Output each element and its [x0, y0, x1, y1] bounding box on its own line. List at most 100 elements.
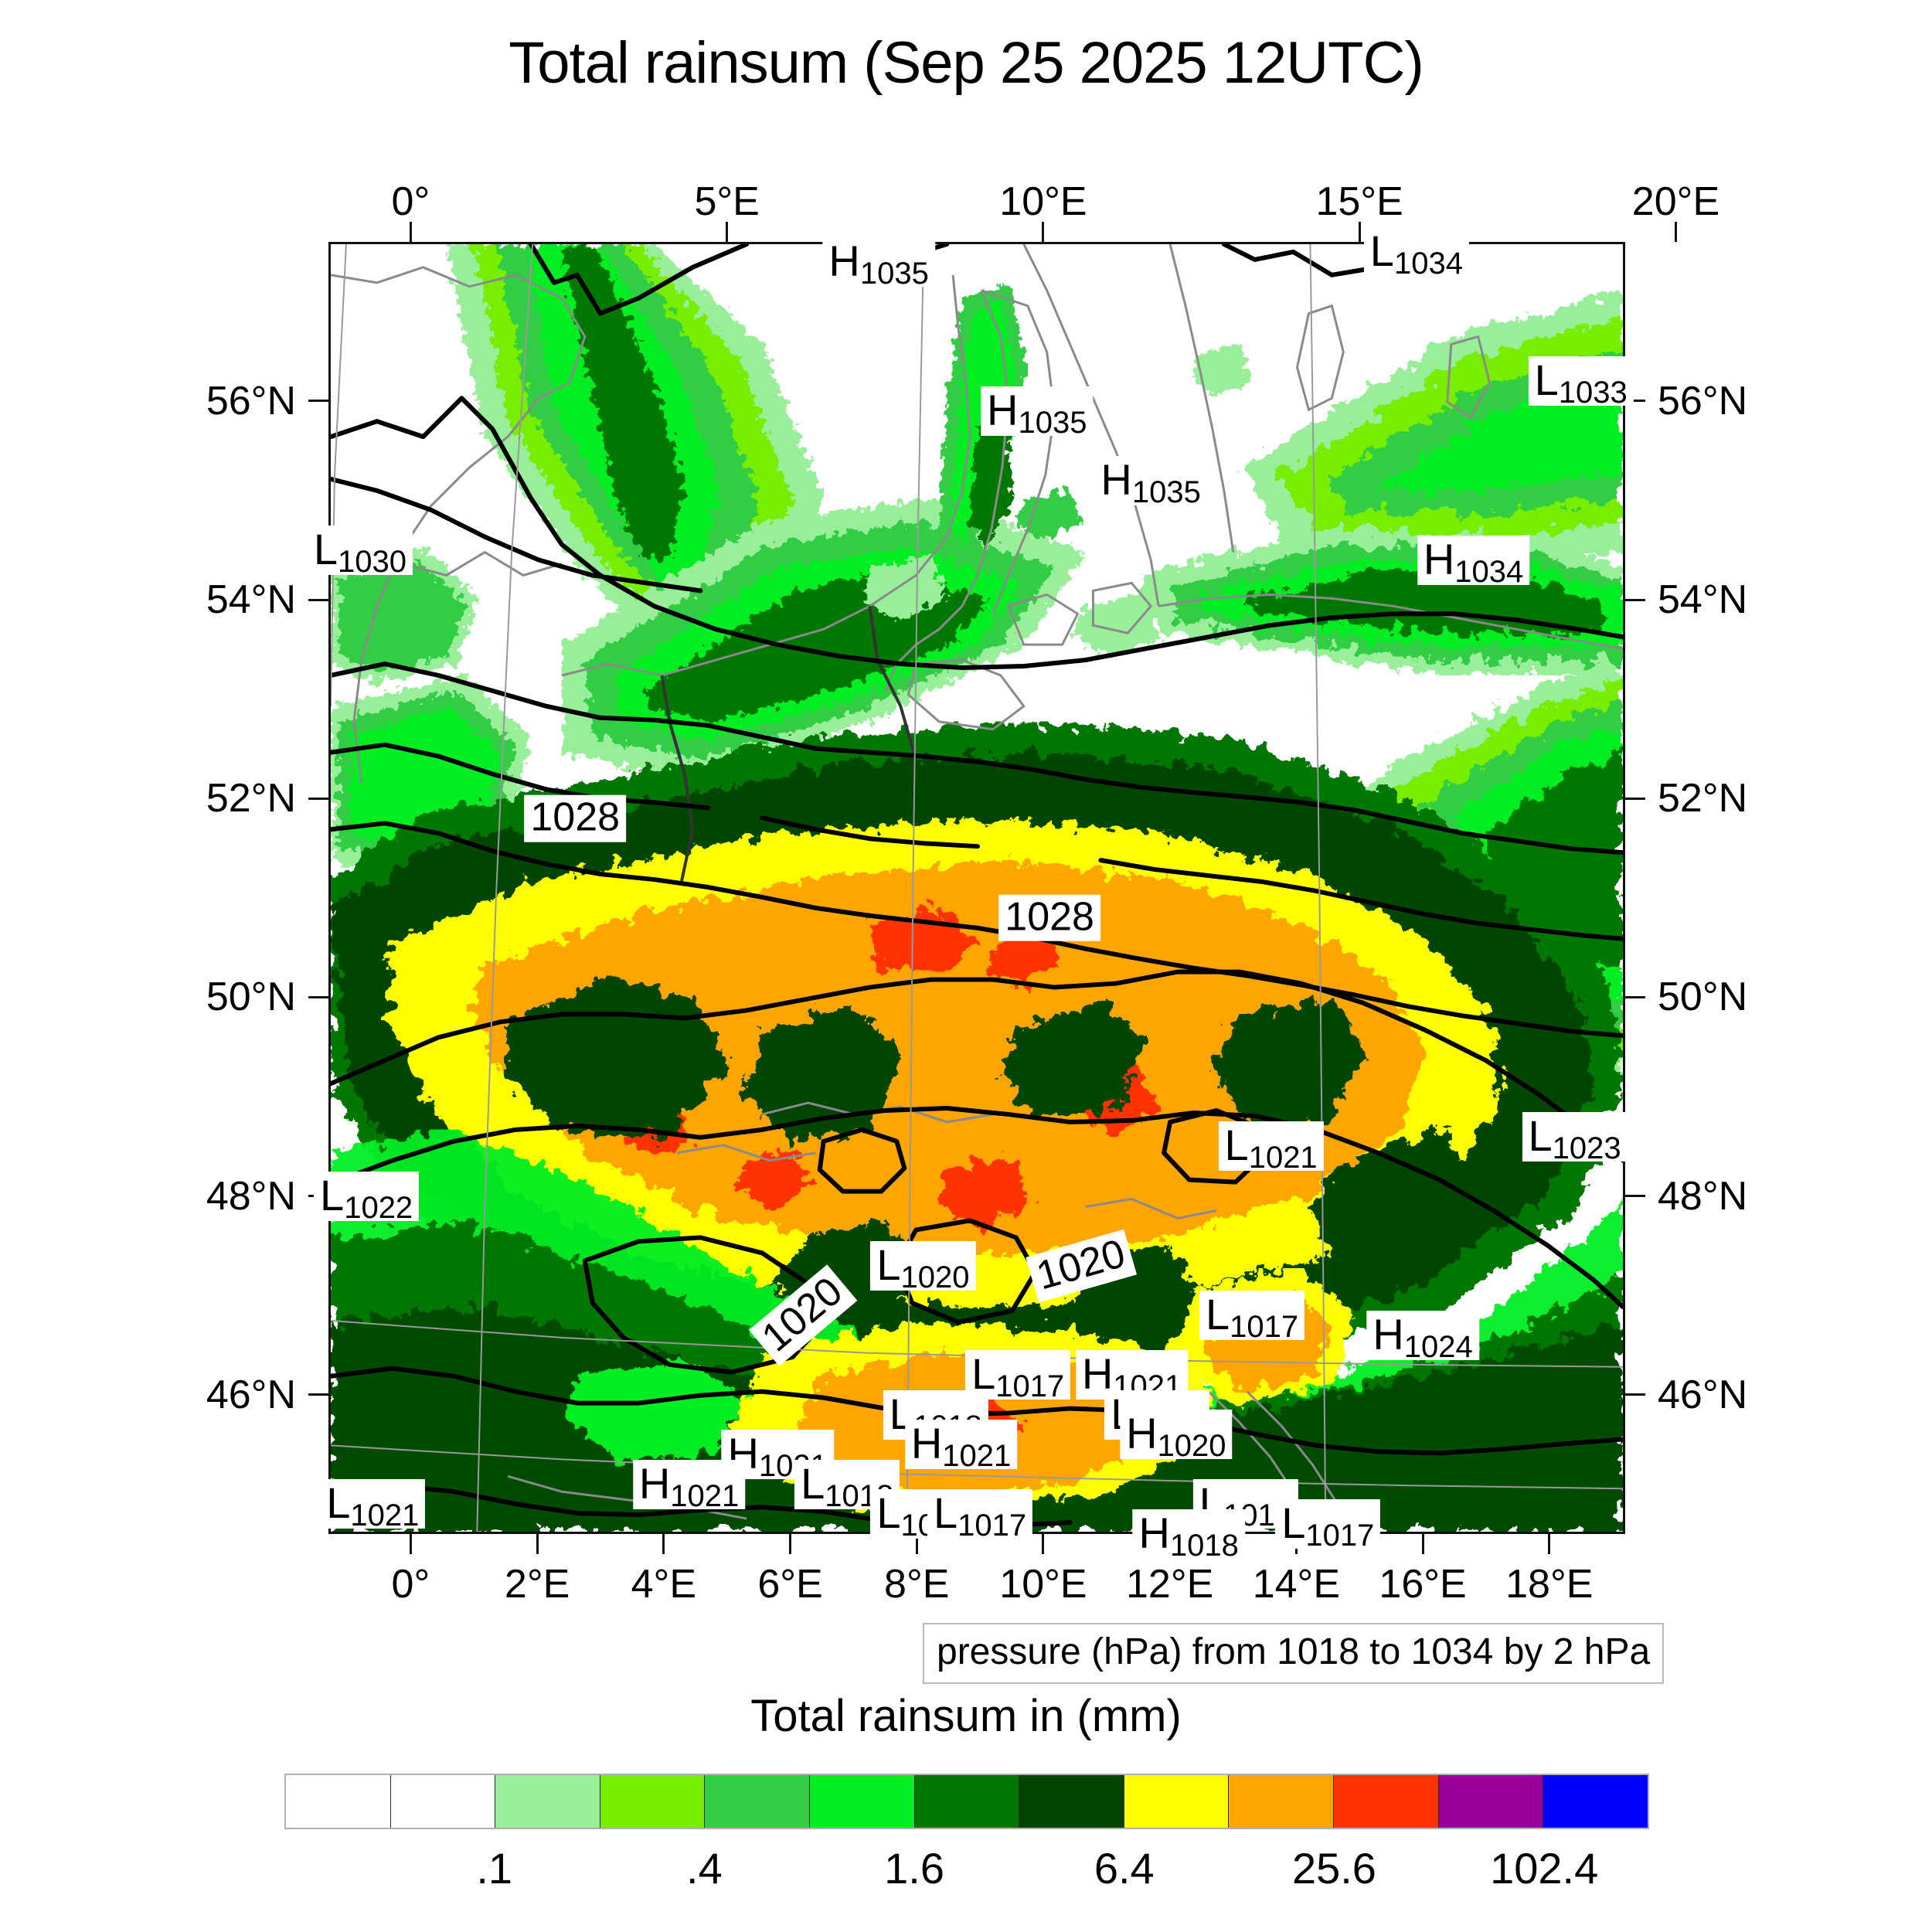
pressure-center-l-label: L1017	[1275, 1499, 1381, 1551]
colorbar[interactable]	[284, 1774, 1649, 1829]
bottom-axis-tickmark	[1421, 1534, 1424, 1554]
bottom-axis-tick-label: 14°E	[1252, 1562, 1341, 1607]
colorbar-cell	[1124, 1775, 1230, 1828]
colorbar-cell	[810, 1775, 915, 1828]
left-axis-tickmark	[308, 995, 328, 998]
pressure-center-l-label: L1022	[314, 1171, 420, 1223]
left-axis-tickmark	[308, 1393, 328, 1396]
bottom-axis-tick-label: 16°E	[1379, 1562, 1467, 1607]
right-axis-tickmark	[1625, 995, 1645, 998]
colorbar-cell	[1019, 1775, 1124, 1828]
left-axis-tickmark	[308, 598, 328, 601]
top-axis-tickmark	[409, 222, 412, 242]
bottom-axis-tick-label: 2°E	[504, 1562, 570, 1607]
left-axis-tick-label: 54°N	[206, 577, 296, 622]
top-axis-tick-label: 5°E	[694, 179, 760, 224]
pressure-center-l-label: L1034	[1363, 226, 1469, 279]
isobar-value-label: 1028	[998, 894, 1100, 941]
right-axis-tick-label: 48°N	[1658, 1173, 1748, 1219]
right-axis-tickmark	[1625, 400, 1645, 403]
top-axis-tickmark	[1674, 222, 1677, 242]
pressure-center-l-label: L1020	[870, 1240, 976, 1293]
right-axis-tick-label: 54°N	[1658, 577, 1748, 622]
pressure-center-l-label: L1021	[320, 1479, 426, 1531]
colorbar-tick-label: 6.4	[1094, 1844, 1155, 1893]
colorbar-tick-label: .1	[476, 1844, 513, 1893]
right-axis-tick-label: 56°N	[1658, 378, 1748, 423]
colorbar-cell	[1334, 1775, 1439, 1828]
top-axis-tick-label: 0°	[391, 179, 430, 224]
colorbar-cell	[705, 1775, 811, 1828]
isobar-value-label: 1028	[524, 794, 627, 842]
pressure-legend-text: pressure (hPa) from 1018 to 1034 by 2 hP…	[937, 1631, 1651, 1672]
weather-map-plot	[328, 242, 1625, 1534]
pressure-center-l-label: L1017	[1199, 1291, 1305, 1342]
top-axis-tickmark	[1358, 222, 1361, 242]
pressure-center-h-label: H1035	[1094, 455, 1207, 508]
pressure-center-h-label: H1035	[981, 386, 1094, 438]
right-axis-tickmark	[1625, 797, 1645, 800]
pressure-center-h-label: H1020	[1120, 1410, 1233, 1461]
bottom-axis-tick-label: 18°E	[1505, 1562, 1594, 1607]
bottom-axis-tickmark	[536, 1534, 539, 1554]
colorbar-tick-label: 102.4	[1490, 1844, 1599, 1893]
left-axis-tickmark	[308, 400, 328, 403]
pressure-center-l-label: L1023	[1522, 1111, 1628, 1164]
bottom-axis-tickmark	[1548, 1534, 1551, 1554]
bottom-axis-tickmark	[662, 1534, 665, 1554]
bottom-axis-tick-label: 8°E	[884, 1562, 950, 1607]
left-axis-tick-label: 52°N	[206, 776, 296, 821]
bottom-axis-tick-label: 10°E	[999, 1562, 1087, 1607]
left-axis-tick-label: 48°N	[206, 1173, 296, 1219]
right-axis-tickmark	[1625, 598, 1645, 601]
colorbar-cell	[1438, 1775, 1544, 1828]
pressure-center-l-label: L1030	[307, 525, 413, 577]
left-axis-tick-label: 50°N	[206, 975, 296, 1020]
colorbar-cell	[1229, 1775, 1335, 1828]
colorbar-cell	[914, 1775, 1020, 1828]
precipitation-raster-layer	[331, 244, 1623, 1532]
pressure-center-h-label: H1021	[721, 1430, 834, 1481]
pressure-center-l-label: L1021	[1218, 1121, 1324, 1173]
colorbar-cell	[1543, 1775, 1648, 1828]
pressure-center-h-label: H1035	[822, 236, 935, 289]
bottom-axis-tickmark	[409, 1534, 412, 1554]
pressure-center-h-label: H1021	[904, 1420, 1018, 1471]
pressure-center-h-label: H1034	[1417, 535, 1530, 587]
top-axis-tickmark	[726, 222, 729, 242]
colorbar-cell	[286, 1775, 391, 1828]
bottom-axis-tick-label: 4°E	[631, 1562, 697, 1607]
top-axis-tick-label: 20°E	[1631, 179, 1720, 224]
pressure-center-h-label: H1024	[1366, 1310, 1479, 1362]
colorbar-tick-label: .4	[686, 1844, 723, 1893]
coastline-border-layer	[331, 244, 1623, 1532]
top-axis-tickmark	[1042, 222, 1045, 242]
colorbar-tick-label: 1.6	[884, 1844, 944, 1893]
pressure-center-l-label: L1033	[1528, 356, 1634, 408]
colorbar-tick-label: 25.6	[1291, 1844, 1376, 1893]
pressure-center-l-label: L1017	[927, 1489, 1033, 1541]
colorbar-cell	[600, 1775, 706, 1828]
right-axis-tick-label: 46°N	[1658, 1372, 1748, 1417]
bottom-axis-tick-label: 6°E	[757, 1562, 823, 1607]
bottom-axis-tickmark	[789, 1534, 792, 1554]
right-axis-tickmark	[1625, 1393, 1645, 1396]
colorbar-cell	[495, 1775, 600, 1828]
right-axis-tick-label: 52°N	[1658, 776, 1748, 821]
page-title: Total rainsum (Sep 25 2025 12UTC)	[509, 30, 1424, 96]
top-axis-tick-label: 10°E	[999, 179, 1087, 224]
pressure-center-h-label: H1021	[632, 1459, 746, 1512]
top-axis-tick-label: 15°E	[1315, 179, 1403, 224]
pressure-legend-box: pressure (hPa) from 1018 to 1034 by 2 hP…	[923, 1623, 1665, 1684]
left-axis-tick-label: 56°N	[206, 378, 296, 423]
bottom-axis-tick-label: 0°	[391, 1562, 430, 1607]
left-axis-tickmark	[308, 797, 328, 800]
pressure-center-h-label: H1018	[1132, 1509, 1245, 1561]
bottom-axis-tickmark	[915, 1534, 918, 1554]
bottom-axis-tick-label: 12°E	[1125, 1562, 1214, 1607]
left-axis-tick-label: 46°N	[206, 1372, 296, 1417]
right-axis-tick-label: 50°N	[1658, 975, 1748, 1020]
colorbar-cell	[390, 1775, 496, 1828]
colorbar-title: Total rainsum in (mm)	[750, 1691, 1182, 1741]
bottom-axis-tickmark	[1042, 1534, 1045, 1554]
